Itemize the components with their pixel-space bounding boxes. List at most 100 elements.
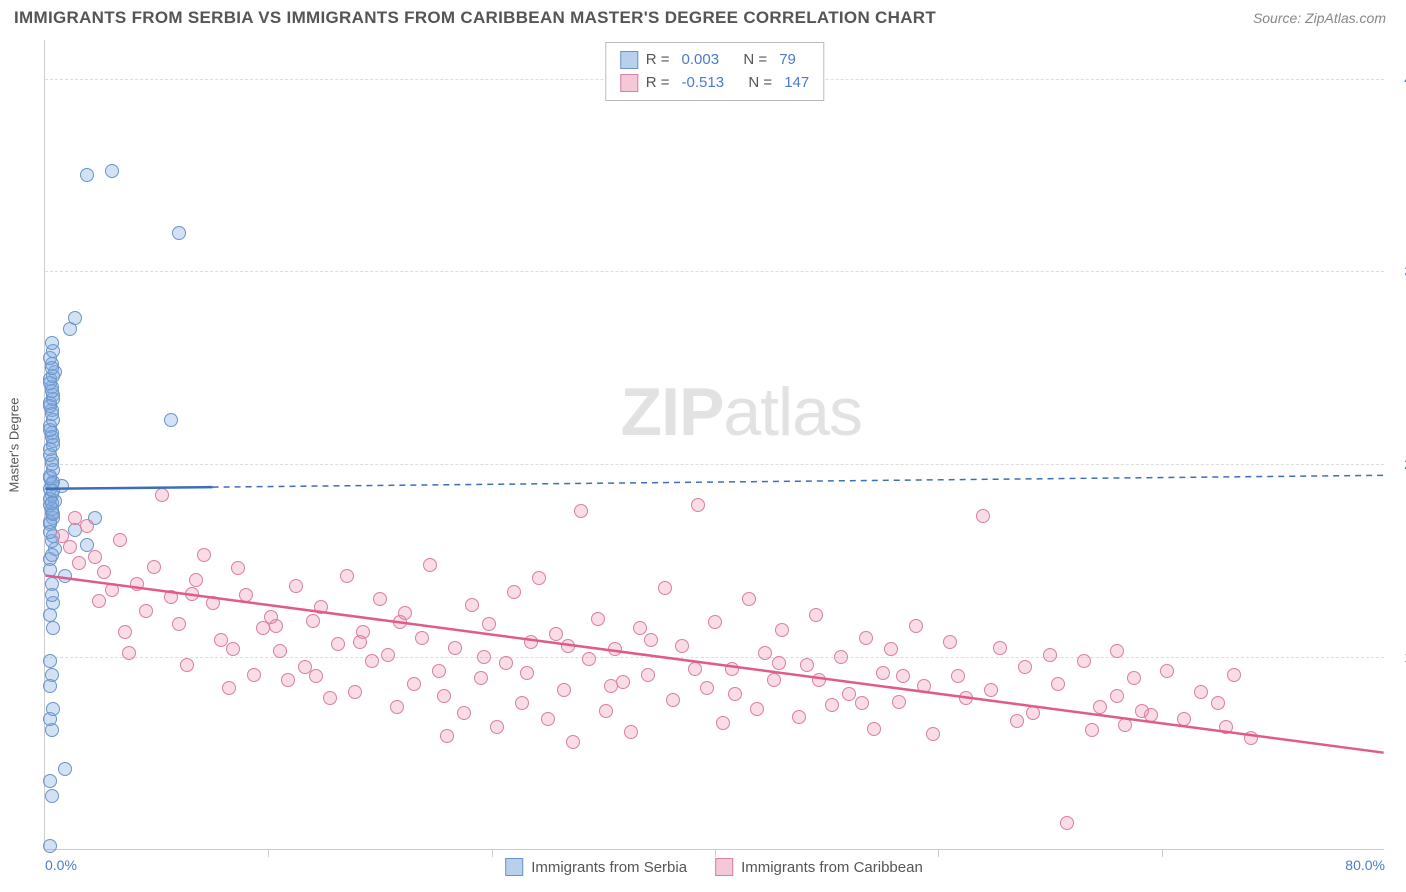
data-point <box>58 762 72 776</box>
data-point <box>1026 706 1040 720</box>
r-value-serbia: 0.003 <box>682 49 720 72</box>
data-point <box>231 561 245 575</box>
x-tick <box>1162 849 1163 857</box>
data-point <box>314 600 328 614</box>
data-point <box>105 164 119 178</box>
data-point <box>524 635 538 649</box>
data-point <box>155 488 169 502</box>
x-tick <box>492 849 493 857</box>
y-axis-label: Master's Degree <box>7 398 22 493</box>
data-point <box>97 565 111 579</box>
data-point <box>139 604 153 618</box>
data-point <box>269 619 283 633</box>
data-point <box>393 615 407 629</box>
data-point <box>306 614 320 628</box>
data-point <box>68 511 82 525</box>
data-point <box>1160 664 1174 678</box>
data-point <box>541 712 555 726</box>
data-point <box>532 571 546 585</box>
data-point <box>381 648 395 662</box>
n-value-serbia: 79 <box>779 49 796 72</box>
data-point <box>1110 689 1124 703</box>
data-point <box>122 646 136 660</box>
data-point <box>189 573 203 587</box>
data-point <box>499 656 513 670</box>
source-attribution: Source: ZipAtlas.com <box>1253 10 1386 26</box>
data-point <box>1127 671 1141 685</box>
legend-item-caribbean: Immigrants from Caribbean <box>715 858 923 876</box>
data-point <box>800 658 814 672</box>
swatch-caribbean-bottom <box>715 858 733 876</box>
chart-container: Master's Degree ZIPatlas R = 0.003 N = 7… <box>44 40 1384 850</box>
data-point <box>172 617 186 631</box>
data-point <box>281 673 295 687</box>
data-point <box>775 623 789 637</box>
gridline <box>45 464 1384 465</box>
data-point <box>855 696 869 710</box>
data-point <box>1085 723 1099 737</box>
data-point <box>80 168 94 182</box>
data-point <box>896 669 910 683</box>
data-point <box>331 637 345 651</box>
stats-legend: R = 0.003 N = 79 R = -0.513 N = 147 <box>605 42 824 101</box>
data-point <box>728 687 742 701</box>
x-tick-label: 80.0% <box>1345 857 1385 873</box>
data-point <box>812 673 826 687</box>
x-tick <box>938 849 939 857</box>
plot-area: ZIPatlas R = 0.003 N = 79 R = -0.513 N =… <box>44 40 1384 850</box>
data-point <box>700 681 714 695</box>
data-point <box>63 540 77 554</box>
data-point <box>490 720 504 734</box>
data-point <box>45 789 59 803</box>
data-point <box>666 693 680 707</box>
data-point <box>43 679 57 693</box>
data-point <box>46 702 60 716</box>
data-point <box>1093 700 1107 714</box>
data-point <box>688 662 702 676</box>
data-point <box>256 621 270 635</box>
data-point <box>825 698 839 712</box>
data-point <box>1051 677 1065 691</box>
data-point <box>43 563 57 577</box>
data-point <box>943 635 957 649</box>
data-point <box>206 596 220 610</box>
data-point <box>520 666 534 680</box>
data-point <box>80 519 94 533</box>
data-point <box>373 592 387 606</box>
data-point <box>1060 816 1074 830</box>
data-point <box>549 627 563 641</box>
n-value-caribbean: 147 <box>784 72 809 95</box>
data-point <box>465 598 479 612</box>
data-point <box>859 631 873 645</box>
data-point <box>1118 718 1132 732</box>
data-point <box>993 641 1007 655</box>
data-point <box>624 725 638 739</box>
x-tick-label: 0.0% <box>45 857 77 873</box>
data-point <box>390 700 404 714</box>
swatch-serbia <box>620 51 638 69</box>
data-point <box>477 650 491 664</box>
data-point <box>561 639 575 653</box>
data-point <box>222 681 236 695</box>
data-point <box>644 633 658 647</box>
data-point <box>92 594 106 608</box>
watermark: ZIPatlas <box>621 373 862 451</box>
data-point <box>884 642 898 656</box>
data-point <box>1077 654 1091 668</box>
data-point <box>239 588 253 602</box>
chart-title: IMMIGRANTS FROM SERBIA VS IMMIGRANTS FRO… <box>14 8 936 28</box>
data-point <box>46 621 60 635</box>
data-point <box>45 548 59 562</box>
data-point <box>105 583 119 597</box>
data-point <box>1244 731 1258 745</box>
data-point <box>415 631 429 645</box>
data-point <box>574 504 588 518</box>
data-point <box>437 689 451 703</box>
data-point <box>1110 644 1124 658</box>
data-point <box>45 588 59 602</box>
data-point <box>457 706 471 720</box>
data-point <box>43 774 57 788</box>
data-point <box>226 642 240 656</box>
legend-label-serbia: Immigrants from Serbia <box>531 859 687 876</box>
data-point <box>959 691 973 705</box>
